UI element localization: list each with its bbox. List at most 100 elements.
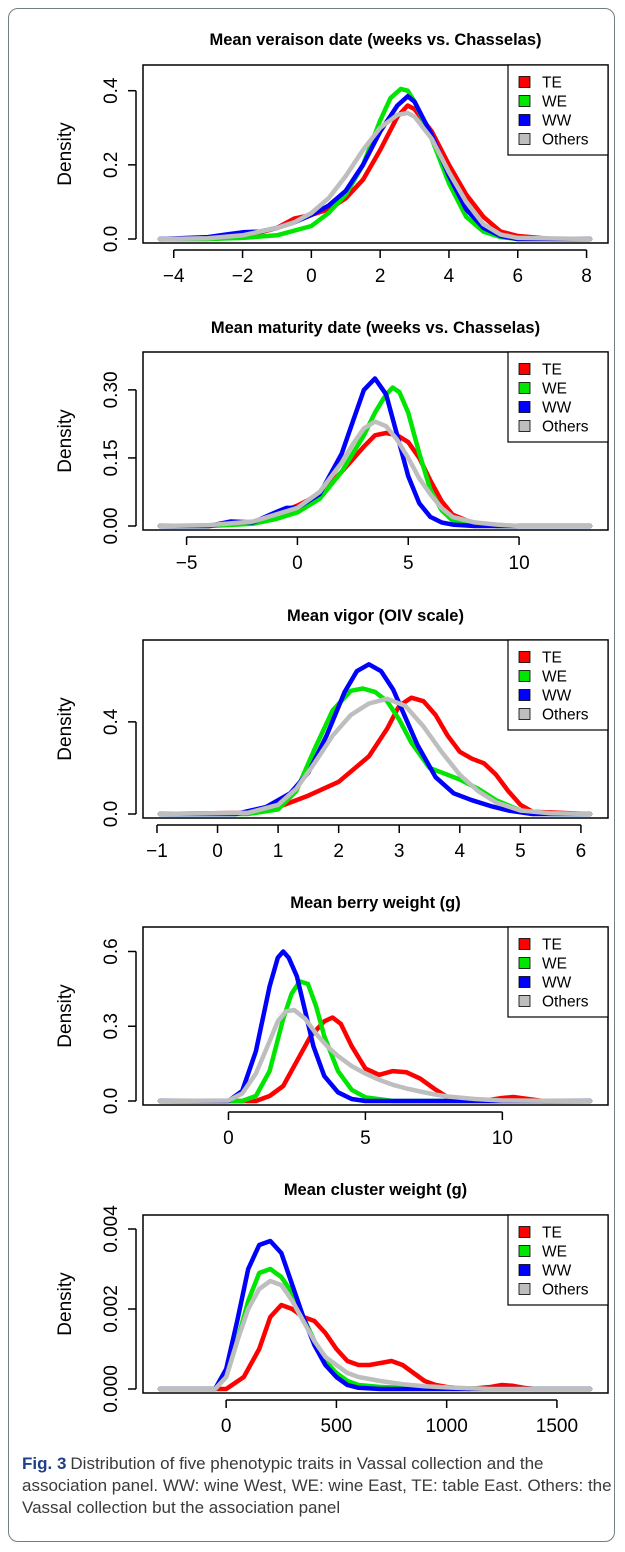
chart-4-legend-swatch-te <box>518 1226 531 1238</box>
figure-frame <box>8 8 615 1542</box>
chart-1-legend-label-we: WE <box>542 381 567 398</box>
chart-3-legend-label-te: TE <box>542 937 562 954</box>
chart-0-series-others-line <box>157 110 593 242</box>
chart-1-legend-swatch-te <box>518 363 531 375</box>
chart-3-legend-swatch-we <box>518 957 531 969</box>
chart-0-legend-swatch-we <box>518 95 531 107</box>
chart-1-legend-label-ww: WW <box>542 400 572 417</box>
chart-1-x-tick-label-0: −5 <box>176 553 198 574</box>
chart-0-legend-swatch-ww <box>518 114 531 126</box>
chart-3-title: Mean berry weight (g) <box>290 894 461 912</box>
chart-0-x-tick-label-4: 4 <box>444 266 455 287</box>
chart-2-legend-swatch-others <box>518 708 531 720</box>
chart-1-series-we-line <box>157 385 593 529</box>
chart-2-x-tick-label-4: 3 <box>394 841 405 862</box>
chart-4-x-tick-label-2: 1000 <box>426 1416 468 1437</box>
chart-3-legend-swatch-others <box>518 995 531 1007</box>
chart-4-x-tick-label-1: 500 <box>321 1416 353 1437</box>
chart-2-legend-swatch-we <box>518 670 531 682</box>
chart-4-y-tick-label-0: 0.000 <box>101 1365 122 1413</box>
chart-2-legend-label-we: WE <box>542 669 567 686</box>
chart-3-legend-swatch-ww <box>518 976 531 988</box>
chart-0-y-label: Density <box>55 122 76 186</box>
chart-3-y-tick-label-0: 0.0 <box>101 1088 122 1114</box>
chart-2-legend-label-others: Others <box>542 707 589 724</box>
chart-2-x-tick-label-0: −1 <box>146 841 168 862</box>
chart-1-title: Mean maturity date (weeks vs. Chasselas) <box>211 319 540 337</box>
chart-4-y-tick-label-1: 0.002 <box>101 1285 122 1333</box>
figure-caption: Fig. 3 Distribution of five phenotypic tr… <box>22 1453 612 1519</box>
chart-0-legend-label-others: Others <box>542 132 589 149</box>
chart-2-legend-swatch-ww <box>518 689 531 701</box>
chart-3-series-we-line <box>157 979 593 1104</box>
chart-3-legend-label-others: Others <box>542 994 589 1011</box>
chart-3-x-tick-label-2: 10 <box>492 1128 513 1149</box>
chart-2-title: Mean vigor (OIV scale) <box>287 607 464 625</box>
chart-2-x-tick-label-2: 1 <box>273 841 284 862</box>
chart-1-series-te-line <box>157 430 593 529</box>
chart-3-legend-label-ww: WW <box>542 975 572 992</box>
chart-1-legend-label-others: Others <box>542 419 589 436</box>
chart-2-x-tick-label-3: 2 <box>333 841 344 862</box>
chart-3-series-te-line <box>157 1015 593 1104</box>
chart-2-x-tick-label-5: 4 <box>454 841 465 862</box>
chart-2-y-tick-label-1: 0.4 <box>101 708 122 735</box>
chart-4-y-tick-label-2: 0.004 <box>101 1205 122 1253</box>
chart-2-y-tick-label-0: 0.0 <box>101 801 122 827</box>
chart-1-x-tick-label-1: 0 <box>292 553 303 574</box>
chart-0-legend-swatch-others <box>518 133 531 145</box>
chart-1-y-tick-label-0: 0.00 <box>101 508 122 545</box>
chart-3-legend-swatch-te <box>518 938 531 950</box>
chart-4-legend-swatch-we <box>518 1245 531 1257</box>
chart-4-legend-label-ww: WW <box>542 1263 572 1280</box>
chart-1-series-others-line <box>157 419 593 529</box>
chart-0-x-tick-label-0: −4 <box>163 266 185 287</box>
chart-0-x-tick-label-1: −2 <box>232 266 254 287</box>
chart-2-legend-label-ww: WW <box>542 688 572 705</box>
chart-0-series-we-line <box>157 86 593 242</box>
chart-0-y-tick-label-1: 0.2 <box>101 152 122 178</box>
chart-1-y-tick-label-1: 0.15 <box>101 439 122 476</box>
chart-2-legend-label-te: TE <box>542 650 562 667</box>
chart-2-legend-swatch-te <box>518 651 531 663</box>
chart-1-x-tick-label-3: 10 <box>509 553 530 574</box>
chart-3-y-tick-label-2: 0.6 <box>101 938 122 964</box>
chart-3-series-ww-line <box>157 949 593 1104</box>
chart-0-y-tick-label-2: 0.4 <box>101 77 122 104</box>
caption-text: Distribution of five phenotypic traits i… <box>22 1454 612 1517</box>
chart-4-series-others-line <box>157 1278 593 1392</box>
chart-1-x-tick-label-2: 5 <box>403 553 414 574</box>
chart-0-legend-label-te: TE <box>542 75 562 92</box>
chart-4-x-tick-label-3: 1500 <box>536 1416 578 1437</box>
chart-4-legend-label-we: WE <box>542 1244 567 1261</box>
chart-2-y-label: Density <box>55 697 76 761</box>
chart-4-legend-label-te: TE <box>542 1225 562 1242</box>
chart-3-y-label: Density <box>55 984 76 1048</box>
chart-3-x-tick-label-0: 0 <box>223 1128 234 1149</box>
chart-0-legend-label-ww: WW <box>542 113 572 130</box>
chart-4-y-label: Density <box>55 1272 76 1336</box>
chart-4-legend-label-others: Others <box>542 1282 589 1299</box>
chart-1-y-label: Density <box>55 409 76 473</box>
chart-3-x-tick-label-1: 5 <box>360 1128 371 1149</box>
chart-0-x-tick-label-6: 8 <box>581 266 592 287</box>
chart-2-x-tick-label-6: 5 <box>515 841 526 862</box>
chart-3-series-others-line <box>157 1007 593 1104</box>
chart-0-title: Mean veraison date (weeks vs. Chasselas) <box>210 31 542 49</box>
chart-2-x-tick-label-7: 6 <box>576 841 587 862</box>
caption-label: Fig. 3 <box>22 1454 67 1473</box>
chart-1-legend-swatch-others <box>518 420 531 432</box>
chart-4-x-tick-label-0: 0 <box>221 1416 232 1437</box>
chart-1-legend-swatch-ww <box>518 401 531 413</box>
chart-0-legend-swatch-te <box>518 76 531 88</box>
chart-4-series-ww-line <box>157 1238 593 1392</box>
chart-0-legend-label-we: WE <box>542 94 567 111</box>
chart-2-series-te-line <box>157 695 593 817</box>
chart-3-legend-label-we: WE <box>542 956 567 973</box>
chart-2-series-others-line <box>157 696 593 817</box>
chart-1-y-tick-label-2: 0.30 <box>101 371 122 408</box>
chart-1-legend-label-te: TE <box>542 362 562 379</box>
chart-2-x-tick-label-1: 0 <box>212 841 223 862</box>
figure-panels: Mean veraison date (weeks vs. Chasselas)… <box>55 31 609 1437</box>
chart-0-x-tick-label-2: 0 <box>306 266 317 287</box>
